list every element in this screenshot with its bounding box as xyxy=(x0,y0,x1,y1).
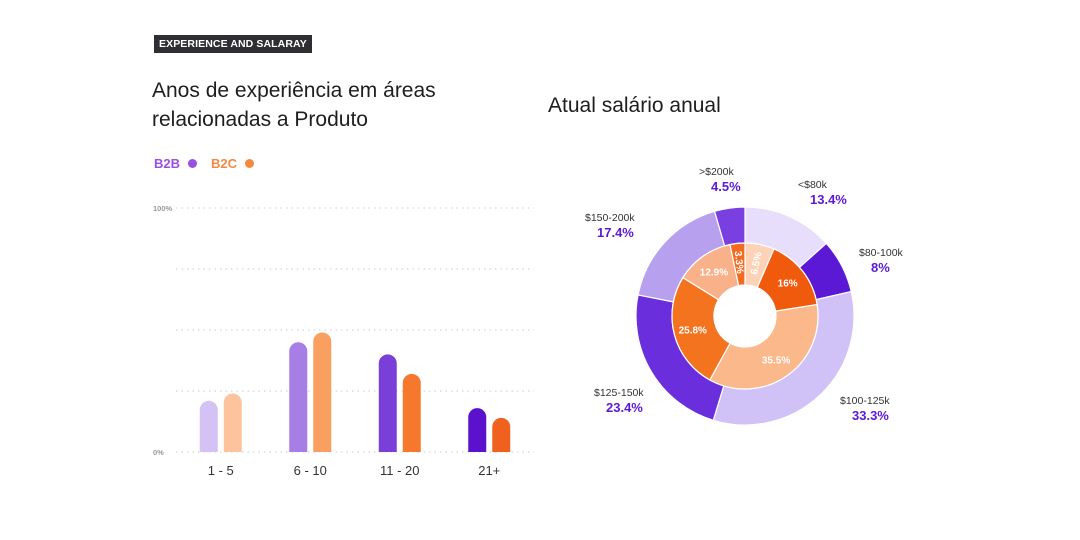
x-tick-label: 11 - 20 xyxy=(380,463,420,478)
bar-b2b xyxy=(199,400,218,452)
salary-range-label: $125-150k xyxy=(594,387,644,399)
y-tick-label: 0% xyxy=(153,448,164,457)
salary-range-label: $150-200k xyxy=(585,212,635,224)
bar-b2c xyxy=(223,393,242,452)
salary-range-label: $100-125k xyxy=(840,395,890,407)
legend-dot-b2b xyxy=(188,159,198,168)
section-tag: EXPERIENCE AND SALARAY xyxy=(154,35,312,53)
inner-slice-label: 3.3% xyxy=(732,250,745,274)
inner-slice xyxy=(709,303,819,390)
bar-b2b xyxy=(378,354,397,452)
legend-item-b2c: B2C xyxy=(211,156,255,171)
salary-chart-title: Atual salário anual xyxy=(548,94,721,117)
inner-slice-label: 16% xyxy=(778,278,798,289)
legend-label-b2b: B2B xyxy=(154,156,181,171)
x-tick-label: 1 - 5 xyxy=(208,463,234,478)
inner-slice-label: 35.5% xyxy=(762,356,790,367)
legend-label-b2c: B2C xyxy=(211,156,238,171)
bar-b2c xyxy=(402,373,421,452)
bar-b2b xyxy=(468,408,487,452)
bar-b2c xyxy=(492,417,511,452)
salary-percent-label: 23.4% xyxy=(606,400,643,415)
inner-slice-label: 12.9% xyxy=(700,267,728,278)
legend-dot-b2c xyxy=(245,159,255,168)
experience-chart-title: Anos de experiência em áreas relacionada… xyxy=(152,79,436,131)
inner-slice xyxy=(671,276,731,381)
salary-range-label: >$200k xyxy=(699,166,734,178)
salary-percent-label: 17.4% xyxy=(597,225,634,240)
salary-range-label: $80-100k xyxy=(859,247,904,259)
x-tick-label: 6 - 10 xyxy=(294,463,327,478)
inner-slice-label: 25.8% xyxy=(679,325,707,336)
legend: B2B B2C xyxy=(154,156,255,171)
bar-b2b xyxy=(289,342,308,452)
y-tick-label: 100% xyxy=(153,204,173,213)
salary-range-label: <$80k xyxy=(798,179,828,191)
salary-percent-label: 33.3% xyxy=(852,408,889,423)
salary-percent-label: 4.5% xyxy=(711,179,741,194)
salary-percent-label: 8% xyxy=(871,260,890,275)
inner-slice-label: 6.5% xyxy=(749,251,764,276)
legend-item-b2b: B2B xyxy=(154,156,198,171)
inner-slice xyxy=(729,242,746,287)
x-tick-label: 21+ xyxy=(478,463,500,478)
salary-percent-label: 13.4% xyxy=(810,192,847,207)
bar-b2c xyxy=(313,332,332,452)
